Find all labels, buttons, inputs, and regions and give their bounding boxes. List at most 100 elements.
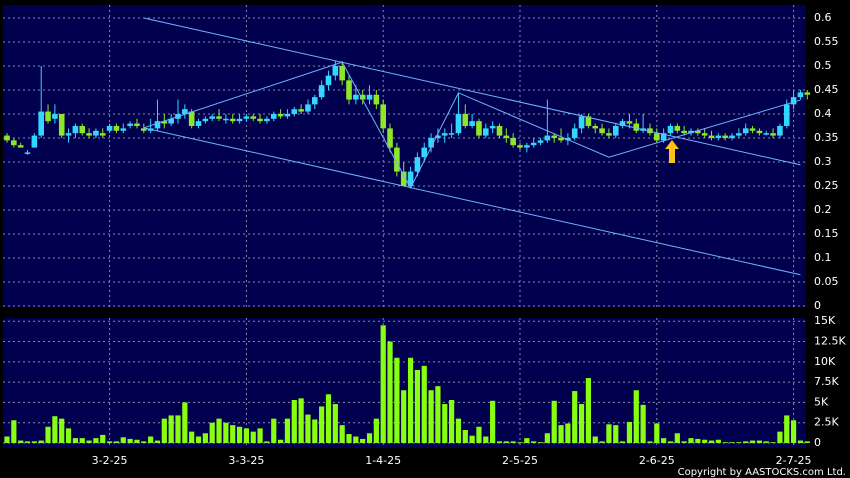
volume-bar: [736, 442, 742, 443]
candle-body: [626, 121, 633, 124]
candle-body: [578, 116, 585, 129]
volume-bar: [24, 441, 31, 443]
trendline: [143, 61, 801, 189]
volume-bar: [319, 406, 325, 443]
volume-bar: [667, 441, 674, 443]
volume-bar: [544, 433, 550, 443]
volume-bar: [127, 438, 133, 443]
volume-bar: [551, 400, 557, 443]
candle-body: [688, 130, 694, 134]
volume-bar: [414, 369, 420, 443]
volume-bar: [250, 431, 256, 443]
candle-body: [701, 133, 708, 136]
candle-body: [599, 128, 605, 134]
y-tick-label: 0.45: [814, 83, 839, 96]
candle-body: [127, 123, 133, 126]
candle-body: [216, 116, 222, 119]
candle-body: [496, 125, 503, 136]
candle-body: [229, 118, 236, 122]
candle-body: [770, 133, 776, 136]
candle-body: [312, 97, 318, 105]
volume-bar: [243, 428, 249, 443]
volume-bar: [373, 418, 379, 443]
volume-bar: [804, 441, 810, 443]
y-tick-label: 0.25: [814, 179, 839, 192]
candle-body: [530, 142, 537, 146]
candle-body: [161, 121, 168, 124]
candle-body: [455, 113, 462, 134]
volume-tick-label: 10K: [814, 355, 836, 368]
volume-tick-label: 15K: [814, 314, 836, 327]
volume-bar: [230, 425, 236, 443]
volume-bar: [79, 438, 85, 443]
volume-bar: [791, 420, 797, 443]
candle-body: [606, 133, 612, 136]
candle-body: [571, 128, 578, 138]
volume-bar: [31, 441, 37, 443]
y-tick-label: 0.5: [814, 59, 832, 72]
candle-body: [4, 135, 10, 141]
candle-body: [270, 113, 277, 119]
x-tick-label: 2-5-25: [502, 454, 538, 467]
volume-bar: [278, 439, 284, 443]
volume-bar: [332, 404, 338, 443]
volume-bar: [120, 437, 126, 443]
volume-bar: [558, 425, 564, 443]
volume-bar: [380, 325, 386, 443]
volume-bar: [524, 438, 530, 443]
candle-body: [441, 133, 448, 136]
volume-bar: [756, 440, 762, 443]
volume-bar: [585, 378, 591, 443]
volume-bar: [476, 426, 482, 443]
volume-bar: [161, 418, 167, 443]
volume-bar: [298, 398, 304, 443]
y-tick-label: 0.1: [814, 251, 832, 264]
candle-body: [489, 125, 496, 129]
candle-body: [400, 171, 407, 186]
candle-body: [510, 137, 516, 146]
candle-body: [359, 94, 366, 100]
candle-body: [168, 118, 174, 124]
candle-body: [612, 125, 619, 136]
candle-body: [654, 133, 660, 141]
candle-body: [236, 118, 243, 122]
candle-body: [476, 121, 482, 136]
candle-body: [93, 130, 99, 136]
candle-body: [544, 135, 551, 141]
volume-bar: [469, 435, 475, 443]
volume-bar: [264, 441, 270, 443]
candle-body: [257, 118, 263, 122]
volume-bar: [394, 357, 400, 443]
y-tick-label: 0.35: [814, 131, 839, 144]
x-tick-label: 2-6-25: [639, 454, 675, 467]
candle-body: [72, 125, 79, 134]
volume-bar: [565, 423, 571, 443]
candle-body: [551, 135, 557, 138]
volume-bar: [72, 438, 78, 443]
candle-body: [325, 75, 332, 86]
volume-bar: [195, 436, 202, 443]
volume-bar: [387, 341, 393, 443]
y-tick-label: 0.05: [814, 275, 839, 288]
candle-body: [305, 104, 311, 112]
candle-body: [462, 113, 469, 126]
candle-body: [65, 133, 72, 136]
volume-bar: [483, 436, 489, 443]
candle-body: [264, 118, 270, 122]
candle-body: [291, 109, 298, 114]
volume-bar: [209, 422, 215, 443]
volume-bar: [455, 418, 462, 443]
candle-body: [298, 109, 304, 112]
candle-body: [674, 125, 681, 131]
candle-body: [797, 92, 804, 98]
volume-bar: [216, 418, 222, 443]
volume-tick-label: 5K: [814, 395, 829, 408]
candle-body: [17, 145, 24, 148]
candle-body: [742, 128, 749, 134]
candle-body: [503, 135, 510, 138]
candle-body: [517, 145, 523, 148]
volume-bar: [503, 441, 509, 443]
candle-body: [45, 111, 51, 122]
arrow: [665, 140, 679, 163]
